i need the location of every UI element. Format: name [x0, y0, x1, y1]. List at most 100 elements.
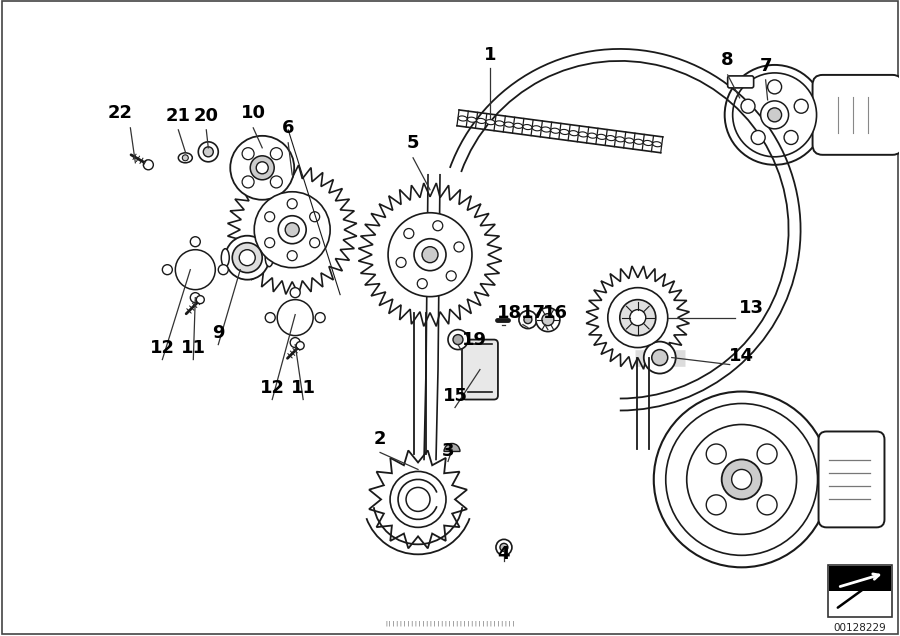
Text: 18: 18 [498, 303, 523, 322]
Text: 13: 13 [739, 299, 764, 317]
Circle shape [418, 279, 428, 289]
Circle shape [162, 265, 172, 275]
Circle shape [542, 314, 554, 326]
Text: 12: 12 [149, 338, 175, 357]
Text: 16: 16 [544, 303, 569, 322]
Circle shape [768, 80, 781, 94]
Circle shape [732, 469, 752, 490]
Circle shape [706, 444, 726, 464]
Circle shape [278, 216, 306, 244]
Circle shape [414, 238, 446, 271]
Ellipse shape [644, 141, 652, 146]
Circle shape [290, 287, 301, 298]
Circle shape [453, 335, 463, 345]
Circle shape [724, 65, 824, 165]
Ellipse shape [579, 132, 588, 137]
Circle shape [190, 293, 201, 303]
Ellipse shape [634, 139, 644, 144]
Ellipse shape [532, 126, 541, 131]
Circle shape [706, 495, 726, 515]
Circle shape [225, 236, 269, 280]
Text: 2: 2 [374, 431, 386, 448]
FancyBboxPatch shape [728, 76, 753, 88]
Ellipse shape [505, 122, 513, 127]
Circle shape [446, 271, 456, 281]
Circle shape [752, 130, 765, 144]
Circle shape [500, 543, 508, 551]
Circle shape [422, 247, 438, 263]
Circle shape [433, 221, 443, 231]
Circle shape [653, 392, 830, 567]
Circle shape [198, 142, 219, 162]
Circle shape [404, 228, 414, 238]
Circle shape [454, 242, 464, 252]
Circle shape [733, 73, 816, 157]
Text: 12: 12 [260, 378, 284, 396]
Text: 6: 6 [282, 119, 294, 137]
Text: 5: 5 [407, 134, 419, 152]
Text: 4: 4 [498, 545, 510, 563]
Circle shape [250, 156, 274, 180]
Circle shape [390, 471, 446, 527]
Circle shape [784, 130, 798, 144]
FancyBboxPatch shape [462, 340, 498, 399]
Circle shape [242, 148, 254, 160]
Circle shape [296, 342, 304, 350]
Circle shape [290, 338, 301, 348]
Circle shape [242, 176, 254, 188]
Circle shape [315, 313, 325, 322]
Circle shape [270, 176, 283, 188]
Circle shape [741, 99, 755, 113]
Ellipse shape [652, 142, 662, 147]
Text: |||||||||||||||||||||||||||||||||||: ||||||||||||||||||||||||||||||||||| [384, 621, 516, 626]
Circle shape [256, 162, 268, 174]
Circle shape [270, 148, 283, 160]
Circle shape [219, 265, 229, 275]
Circle shape [230, 136, 294, 200]
Circle shape [768, 108, 781, 122]
Circle shape [406, 487, 430, 511]
Circle shape [757, 444, 777, 464]
Text: 17: 17 [521, 303, 546, 322]
Text: 15: 15 [443, 387, 467, 404]
Circle shape [287, 199, 297, 209]
Circle shape [310, 212, 320, 222]
Circle shape [620, 300, 656, 336]
Circle shape [196, 296, 204, 303]
Text: 20: 20 [194, 107, 219, 125]
Circle shape [448, 329, 468, 350]
Ellipse shape [486, 120, 495, 125]
Circle shape [265, 238, 274, 247]
Text: 3: 3 [442, 443, 454, 460]
Ellipse shape [616, 137, 625, 142]
Ellipse shape [607, 135, 616, 141]
Circle shape [287, 251, 297, 261]
Circle shape [608, 287, 668, 348]
Ellipse shape [467, 117, 476, 122]
Circle shape [203, 147, 213, 157]
Circle shape [760, 101, 788, 129]
Bar [827, 565, 893, 618]
Ellipse shape [560, 129, 569, 134]
Ellipse shape [477, 118, 486, 123]
Circle shape [277, 300, 313, 336]
Ellipse shape [551, 128, 560, 134]
Text: 14: 14 [729, 347, 754, 364]
Text: 00128229: 00128229 [833, 623, 886, 633]
Circle shape [396, 258, 406, 268]
Circle shape [722, 459, 761, 499]
Circle shape [757, 495, 777, 515]
Text: 22: 22 [108, 104, 133, 122]
Text: 9: 9 [212, 324, 224, 342]
Circle shape [524, 315, 532, 324]
Circle shape [666, 403, 817, 555]
Circle shape [285, 223, 299, 237]
Circle shape [239, 250, 256, 266]
Wedge shape [444, 443, 460, 452]
Circle shape [190, 237, 201, 247]
Circle shape [266, 313, 275, 322]
Circle shape [652, 350, 668, 366]
Text: 19: 19 [462, 331, 487, 349]
Text: 1: 1 [483, 46, 496, 64]
Circle shape [519, 310, 537, 329]
